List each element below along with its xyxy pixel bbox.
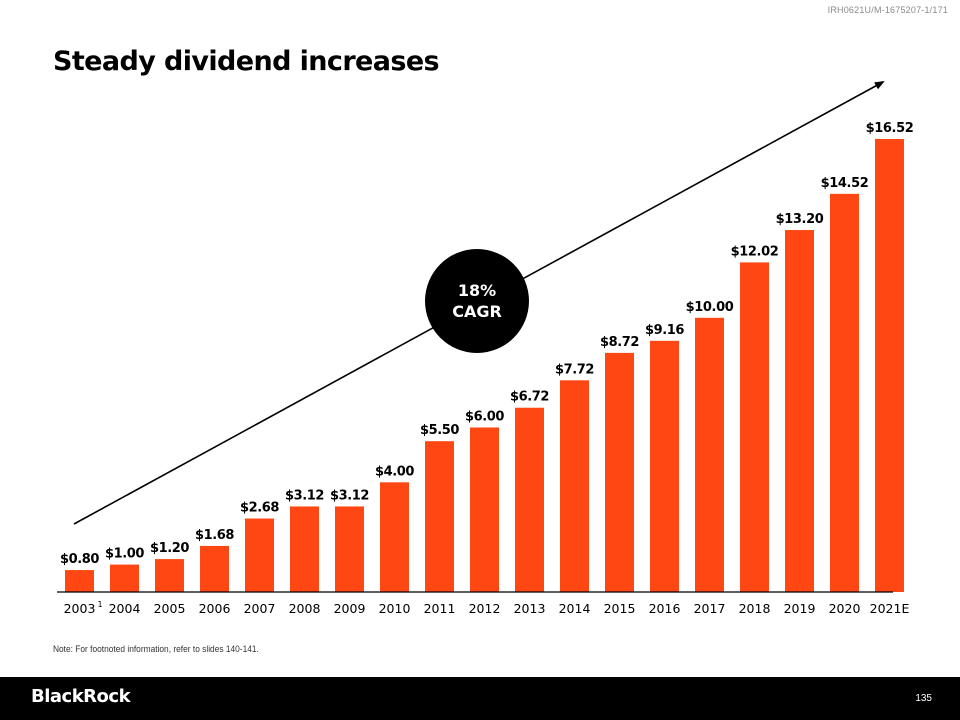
- data-label-2009: $3.12: [330, 488, 369, 503]
- footnote: Note: For footnoted information, refer t…: [53, 644, 259, 655]
- x-tick-label-2009: 2009: [334, 601, 366, 616]
- data-label-2017: $10.00: [686, 300, 734, 315]
- bar-2005: [155, 559, 184, 592]
- blackrock-logo: BlackRock: [31, 686, 131, 707]
- x-tick-label-2008: 2008: [289, 601, 321, 616]
- x-tick-label-2013: 2013: [514, 601, 546, 616]
- data-label-2012: $6.00: [465, 409, 504, 424]
- data-label-2018: $12.02: [731, 244, 779, 259]
- data-label-2020: $14.52: [821, 176, 869, 191]
- data-label-2004: $1.00: [105, 547, 144, 562]
- x-tick-label-2011: 2011: [424, 601, 456, 616]
- data-label-2019: $13.20: [776, 212, 824, 227]
- footer-bar: BlackRock 135: [0, 677, 960, 720]
- x-tick-label-2018: 2018: [739, 601, 771, 616]
- bar-2014: [560, 380, 589, 592]
- bar-2003: [65, 570, 94, 592]
- bar-2021E: [875, 139, 904, 592]
- bar-2019: [785, 230, 814, 592]
- x-tick-label-2010: 2010: [379, 601, 411, 616]
- bar-2012: [470, 427, 499, 592]
- bar-2007: [245, 518, 274, 592]
- data-label-2015: $8.72: [600, 335, 639, 350]
- data-label-2007: $2.68: [240, 501, 279, 516]
- cagr-badge-label: CAGR: [452, 302, 502, 321]
- data-label-2010: $4.00: [375, 464, 414, 479]
- bar-2010: [380, 482, 409, 592]
- x-tick-label-2021E: 2021E: [870, 601, 910, 616]
- cagr-badge-value: 18%: [458, 281, 496, 300]
- page-number: 135: [915, 693, 932, 704]
- bar-2009: [335, 506, 364, 592]
- data-label-2016: $9.16: [645, 323, 684, 338]
- x-tick-label-2012: 2012: [469, 601, 501, 616]
- data-label-2003: $0.80: [60, 552, 99, 567]
- dividend-bar-chart: $0.80 $1.00 $1.20 $1.68 $2.68 $3.12 $3.12 $4.00…: [57, 81, 914, 616]
- bar-2015: [605, 352, 634, 592]
- data-label-2006: $1.68: [195, 528, 234, 543]
- x-tick-label-2004: 2004: [109, 601, 141, 616]
- document-id: IRH0621U/M-1675207-1/171: [827, 5, 948, 15]
- x-tick-label-2014: 2014: [559, 601, 591, 616]
- data-label-2014: $7.72: [555, 362, 594, 377]
- bar-2018: [740, 262, 769, 592]
- bar-2004: [110, 564, 139, 592]
- cagr-badge: [425, 249, 529, 353]
- x-tick-label-2006: 2006: [199, 601, 231, 616]
- x-tick-label-2007: 2007: [244, 601, 276, 616]
- x-tick-label-2016: 2016: [649, 601, 681, 616]
- bar-2013: [515, 407, 544, 592]
- footnote-marker-2003: 1: [98, 600, 103, 609]
- data-label-2005: $1.20: [150, 541, 189, 556]
- data-label-2011: $5.50: [420, 423, 459, 438]
- x-tick-label-2019: 2019: [784, 601, 816, 616]
- x-tick-label-2017: 2017: [694, 601, 726, 616]
- bar-2008: [290, 506, 319, 592]
- data-label-2021E: $16.52: [866, 121, 914, 136]
- page-title: Steady dividend increases: [53, 46, 440, 77]
- data-label-2013: $6.72: [510, 390, 549, 405]
- bar-2006: [200, 545, 229, 592]
- bar-2017: [695, 317, 724, 592]
- bar-2020: [830, 193, 859, 592]
- data-label-2008: $3.12: [285, 488, 324, 503]
- x-tick-label-2005: 2005: [154, 601, 186, 616]
- x-tick-label-2015: 2015: [604, 601, 636, 616]
- bar-2011: [425, 441, 454, 592]
- x-tick-label-2020: 2020: [829, 601, 861, 616]
- x-tick-label-2003: 2003: [64, 601, 96, 616]
- bar-2016: [650, 340, 679, 592]
